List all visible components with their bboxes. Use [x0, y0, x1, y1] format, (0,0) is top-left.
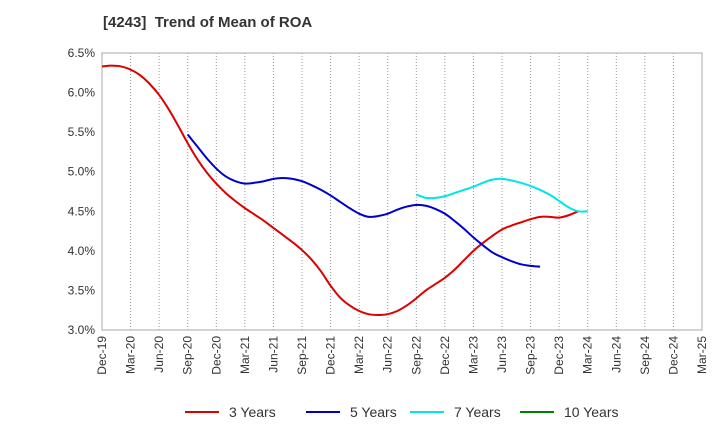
- y-tick-label: 4.5%: [68, 204, 96, 218]
- legend-item: 10 Years: [520, 404, 619, 420]
- x-tick-label: Mar-20: [124, 336, 138, 374]
- x-tick-label: Mar-23: [466, 336, 480, 374]
- x-tick-label: Sep-21: [295, 336, 309, 375]
- x-tick-label: Jun-20: [152, 336, 166, 373]
- series-lines: [101, 64, 588, 316]
- x-tick-label: Jun-23: [495, 336, 509, 373]
- x-tick-label: Dec-23: [552, 336, 566, 375]
- y-tick-label: 5.5%: [68, 125, 96, 139]
- x-tick-label: Sep-20: [181, 336, 195, 375]
- x-tick-label: Dec-20: [209, 336, 223, 375]
- legend-swatch: [410, 411, 444, 413]
- legend-label: 5 Years: [350, 404, 397, 420]
- x-axis-ticks: Dec-19 Mar-20 Jun-20 Sep-20 Dec-20 Mar-21 Jun-…: [95, 336, 709, 375]
- x-tick-label: Dec-19: [95, 336, 109, 375]
- x-tick-label: Mar-21: [238, 336, 252, 374]
- y-tick-label: 3.0%: [68, 323, 96, 337]
- y-tick-label: 4.0%: [68, 244, 96, 258]
- x-tick-label: Sep-23: [524, 336, 538, 375]
- chart-title: [4243] Trend of Mean of ROA: [103, 14, 313, 31]
- x-tick-label: Jun-24: [609, 336, 623, 373]
- legend: 3 Years 5 Years 7 Years 10 Years: [0, 404, 720, 426]
- y-tick-label: 3.5%: [68, 283, 96, 297]
- plot-frame: [101, 52, 703, 331]
- x-tick-label: Mar-24: [581, 336, 595, 374]
- legend-label: 3 Years: [229, 404, 276, 420]
- x-tick-label: Mar-25: [695, 336, 709, 374]
- series-line-3-years: [101, 64, 579, 316]
- x-tick-label: Dec-22: [438, 336, 452, 375]
- x-tick-label: Jun-22: [381, 336, 395, 373]
- x-tick-label: Jun-21: [266, 336, 280, 373]
- x-tick-label: Dec-24: [666, 336, 680, 375]
- legend-swatch: [185, 411, 219, 413]
- legend-item: 5 Years: [306, 404, 397, 420]
- y-tick-label: 6.0%: [68, 86, 96, 100]
- y-axis-ticks: 3.0% 3.5% 4.0% 4.5% 5.0% 5.5% 6.0% 6.5%: [68, 46, 96, 337]
- x-tick-label: Sep-22: [409, 336, 423, 375]
- legend-label: 10 Years: [564, 404, 619, 420]
- series-line-7-years: [415, 177, 588, 213]
- y-tick-label: 6.5%: [68, 46, 96, 60]
- chart-plot: 3.0% 3.5% 4.0% 4.5% 5.0% 5.5% 6.0% 6.5% Dec-19 M…: [68, 46, 709, 375]
- legend-swatch: [306, 411, 340, 413]
- x-tick-label: Mar-22: [352, 336, 366, 374]
- series-line-5-years: [186, 133, 541, 268]
- legend-swatch: [520, 411, 554, 413]
- legend-item: 3 Years: [185, 404, 276, 420]
- grid-lines: [130, 53, 674, 330]
- x-tick-label: Dec-21: [324, 336, 338, 375]
- legend-item: 7 Years: [410, 404, 501, 420]
- x-tick-label: Sep-24: [638, 336, 652, 375]
- legend-label: 7 Years: [454, 404, 501, 420]
- y-tick-label: 5.0%: [68, 165, 96, 179]
